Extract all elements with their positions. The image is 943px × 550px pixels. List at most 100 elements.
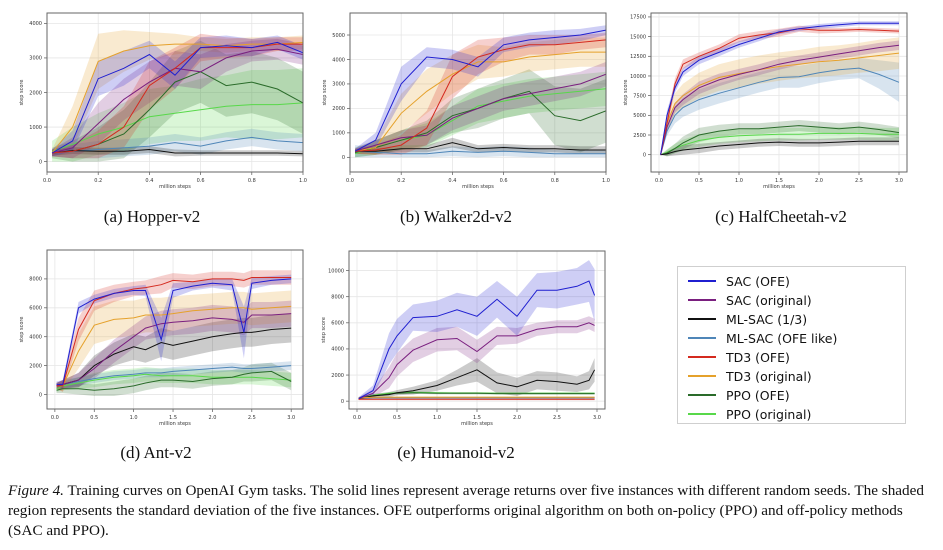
series-line-sac-original- <box>354 73 606 152</box>
x-tick-label: 1.5 <box>169 415 177 421</box>
x-tick-label: 0.6 <box>197 178 205 184</box>
y-tick-label: 3000 <box>332 82 345 88</box>
y-axis-label: step score <box>322 80 328 106</box>
series-line-ml-sac-1-3- <box>660 140 899 156</box>
y-tick-label: 12500 <box>630 54 646 60</box>
series-line-ppo-ofe- <box>660 125 900 156</box>
figure-caption-text: Training curves on OpenAI Gym tasks. The… <box>8 482 924 539</box>
series-line-td3-original- <box>51 41 303 154</box>
x-tick-label: 2.5 <box>855 178 863 184</box>
y-tick-label: 8000 <box>29 277 42 283</box>
legend-swatch <box>688 280 716 282</box>
legend-swatch <box>688 413 716 415</box>
y-tick-label: 4000 <box>29 21 42 27</box>
std-band-td3-original- <box>56 290 292 392</box>
std-band-sac-original- <box>660 40 899 155</box>
series-line-sac-ofe- <box>56 278 292 385</box>
axes-frame <box>650 12 908 173</box>
y-tick-label: 5000 <box>633 113 646 119</box>
y-tick-label: 10000 <box>328 268 344 274</box>
x-tick-label: 0.8 <box>551 178 559 184</box>
legend-label: TD3 (OFE) <box>726 349 790 365</box>
subplot-e: 0.0 0.5 1.0 1.5 2.0 2.5 3.0 0 2000 4000 6000 8000 10… <box>321 250 606 427</box>
series-line-ppo-original- <box>51 102 303 152</box>
x-tick-label: 2.5 <box>248 415 256 421</box>
series-line-ml-sac-ofe-like- <box>56 365 292 387</box>
y-tick-label: 1000 <box>29 125 42 131</box>
subplot-a: 0.0 0.2 0.4 0.6 0.8 1.0 0 1000 2000 3000 4000 milli… <box>19 12 307 190</box>
y-tick-label: 17500 <box>630 15 646 21</box>
legend-label: TD3 (original) <box>726 368 812 384</box>
y-axis-label: step score <box>19 80 25 106</box>
y-axis-label: step score <box>321 317 327 343</box>
axes-frame <box>349 12 607 173</box>
series-line-sac-original- <box>56 313 292 387</box>
subplot-c: 0.0 0.5 1.0 1.5 2.0 2.5 3.0 0 2500 5000 7500 10000 1… <box>623 12 908 190</box>
legend-label: SAC (OFE) <box>726 273 790 289</box>
legend-item: PPO (OFE) <box>688 386 790 404</box>
axes-frame <box>348 250 606 410</box>
x-tick-label: 1.0 <box>433 415 441 421</box>
series-line-sac-ofe- <box>51 41 303 154</box>
x-tick-label: 0.0 <box>51 415 59 421</box>
subplot-caption-b: (b) Walker2d-v2 <box>399 207 513 226</box>
legend-swatch <box>688 337 716 339</box>
x-tick-label: 1.0 <box>299 178 307 184</box>
x-axis-label: million steps <box>159 184 191 190</box>
std-band-ml-sac-1-3- <box>56 313 292 389</box>
series-line-ml-sac-ofe-like- <box>52 136 303 154</box>
legend-label: PPO (original) <box>726 406 812 422</box>
x-tick-label: 2.5 <box>553 415 561 421</box>
x-tick-label: 3.0 <box>895 178 903 184</box>
series-line-td3-ofe- <box>355 39 606 152</box>
x-tick-label: 1.0 <box>735 178 743 184</box>
series-line-td3-ofe- <box>56 277 292 387</box>
legend-label: ML-SAC (1/3) <box>726 311 808 327</box>
y-tick-label: 0 <box>39 392 42 398</box>
y-tick-label: 2500 <box>633 133 646 139</box>
series-line-sac-ofe- <box>660 22 899 155</box>
x-tick-label: 3.0 <box>287 415 295 421</box>
std-band-ml-sac-ofe-like- <box>355 145 606 158</box>
subplot-caption-e: (e) Humanoid-v2 <box>397 443 515 462</box>
std-band-sac-original- <box>56 300 292 389</box>
x-tick-label: 0.2 <box>397 178 405 184</box>
series-line-ml-sac-ofe-like- <box>358 397 595 400</box>
series-line-ml-sac-ofe-like- <box>355 150 606 155</box>
x-tick-label: 0.8 <box>248 178 256 184</box>
std-band-td3-original- <box>52 30 303 157</box>
x-tick-label: 0.4 <box>448 178 456 184</box>
legend-item: TD3 (OFE) <box>688 348 790 366</box>
y-tick-label: 10000 <box>630 74 646 80</box>
series-line-td3-ofe- <box>52 43 303 154</box>
legend-swatch <box>688 356 716 358</box>
y-tick-label: 2000 <box>29 90 42 96</box>
series-line-ml-sac-ofe-like- <box>660 67 900 155</box>
y-tick-label: 4000 <box>332 57 345 63</box>
y-tick-label: 3000 <box>29 56 42 62</box>
x-tick-label: 0.5 <box>393 415 401 421</box>
x-axis-label: million steps <box>159 421 191 427</box>
y-tick-label: 4000 <box>29 335 42 341</box>
y-tick-label: 2000 <box>331 373 344 379</box>
x-tick-label: 0.0 <box>346 178 354 184</box>
legend-swatch <box>688 299 716 301</box>
series-line-sac-original- <box>358 322 595 400</box>
axes-frame <box>46 249 304 410</box>
x-tick-label: 3.0 <box>593 415 601 421</box>
std-band-sac-ofe- <box>355 25 606 154</box>
figure-plots: 0.0 0.2 0.4 0.6 0.8 1.0 0 1000 2000 3000 4000 milli… <box>19 12 908 427</box>
legend-swatch <box>688 394 716 396</box>
legend-item: ML-SAC (OFE like) <box>688 329 837 347</box>
legend-label: PPO (OFE) <box>726 387 790 403</box>
std-band-td3-ofe- <box>355 32 606 155</box>
x-tick-label: 0.4 <box>145 178 153 184</box>
legend: SAC (OFE) SAC (original) ML-SAC (1/3) ML… <box>677 266 906 424</box>
std-band-sac-ofe- <box>660 21 899 155</box>
std-band-td3-original- <box>355 37 606 155</box>
legend-item: ML-SAC (1/3) <box>688 310 807 328</box>
series-line-ml-sac-1-3- <box>358 369 596 400</box>
series-line-ppo-ofe- <box>56 370 292 391</box>
plot-area <box>56 270 292 396</box>
series-line-sac-ofe- <box>358 280 596 400</box>
